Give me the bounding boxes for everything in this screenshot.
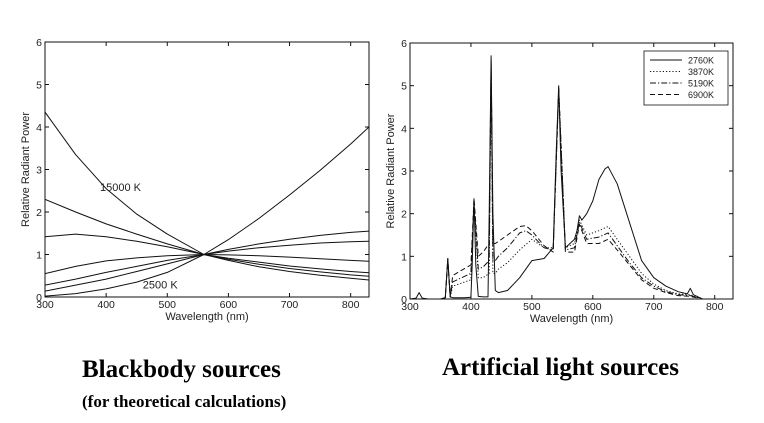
blackbody-chart: 300 400 500 600 700 800 0 1 2 3 4 5 6 Wavelength (nm)… — [20, 37, 370, 323]
art-legend-label: 6900K — [688, 90, 714, 100]
bb-xtick-label: 800 — [342, 299, 360, 311]
bb-xtick-label: 700 — [281, 299, 299, 311]
art-series-line-3870k — [410, 63, 703, 299]
bb-ytick-label: 4 — [36, 122, 42, 134]
art-series-line-2760k — [410, 55, 703, 299]
art-ytick-label: 6 — [401, 38, 407, 50]
art-ytick-label: 2 — [401, 209, 407, 221]
bb-ytick-label: 0 — [36, 292, 42, 304]
art-xaxis-label: Wavelength (nm) — [530, 313, 613, 325]
bb-xtick-label: 500 — [158, 299, 176, 311]
bb-series-line-2500k — [45, 126, 369, 297]
art-yaxis-label: Relative Radiant Power — [385, 113, 397, 228]
bb-ytick-label: 2 — [36, 207, 42, 219]
art-legend-label: 2760K — [688, 56, 714, 66]
bb-ytick-label: 1 — [36, 250, 42, 262]
art-xtick-label: 400 — [462, 301, 480, 313]
art-series-line-6900k — [410, 59, 703, 299]
bb-xtick-label: 300 — [36, 299, 54, 311]
artificial-light-caption: Artificial light sources — [442, 354, 679, 381]
bb-ytick-label: 3 — [36, 165, 42, 177]
art-xtick-label: 600 — [584, 301, 602, 313]
art-ytick-label: 1 — [401, 251, 407, 263]
blackbody-subcaption: (for theoretical calculations) — [82, 392, 287, 411]
art-legend-box — [643, 50, 729, 106]
art-xtick-label: 300 — [401, 301, 419, 313]
bb-ytick-label: 5 — [36, 80, 42, 92]
bb-series-line-4500k — [45, 240, 369, 286]
art-series-line-5190k — [410, 63, 703, 299]
bb-series-line-5500k — [45, 254, 369, 275]
bb-ytick-label: 6 — [36, 37, 42, 49]
bb-xtick-label: 600 — [220, 299, 238, 311]
art-legend-label: 5190K — [688, 79, 714, 89]
bb-series-line-15000k — [45, 111, 369, 281]
bb-yaxis-label: Relative Radiant Power — [20, 112, 32, 227]
bb-series-line-7500k — [45, 233, 369, 274]
art-xtick-label: 800 — [706, 301, 724, 313]
bb-annotation-2500k: 2500 K — [143, 280, 179, 292]
art-ytick-label: 0 — [401, 294, 407, 306]
art-ytick-label: 4 — [401, 123, 407, 135]
art-xtick-label: 700 — [645, 301, 663, 313]
art-legend-label: 3870K — [688, 67, 714, 77]
bb-annotation-15000k: 15000 K — [100, 182, 142, 194]
art-ytick-label: 5 — [401, 81, 407, 93]
blackbody-caption: Blackbody sources — [82, 356, 281, 383]
bb-xaxis-label: Wavelength (nm) — [165, 311, 248, 323]
art-xtick-label: 500 — [523, 301, 541, 313]
bb-xtick-label: 400 — [97, 299, 115, 311]
bb-series-line-10000k — [45, 198, 369, 277]
artificial-light-chart: 300 400 500 600 700 800 0 1 2 3 4 5 6 Wavelength (nm)… — [385, 38, 734, 325]
art-ytick-label: 3 — [401, 166, 407, 178]
bb-series-line-3500k — [45, 230, 369, 292]
